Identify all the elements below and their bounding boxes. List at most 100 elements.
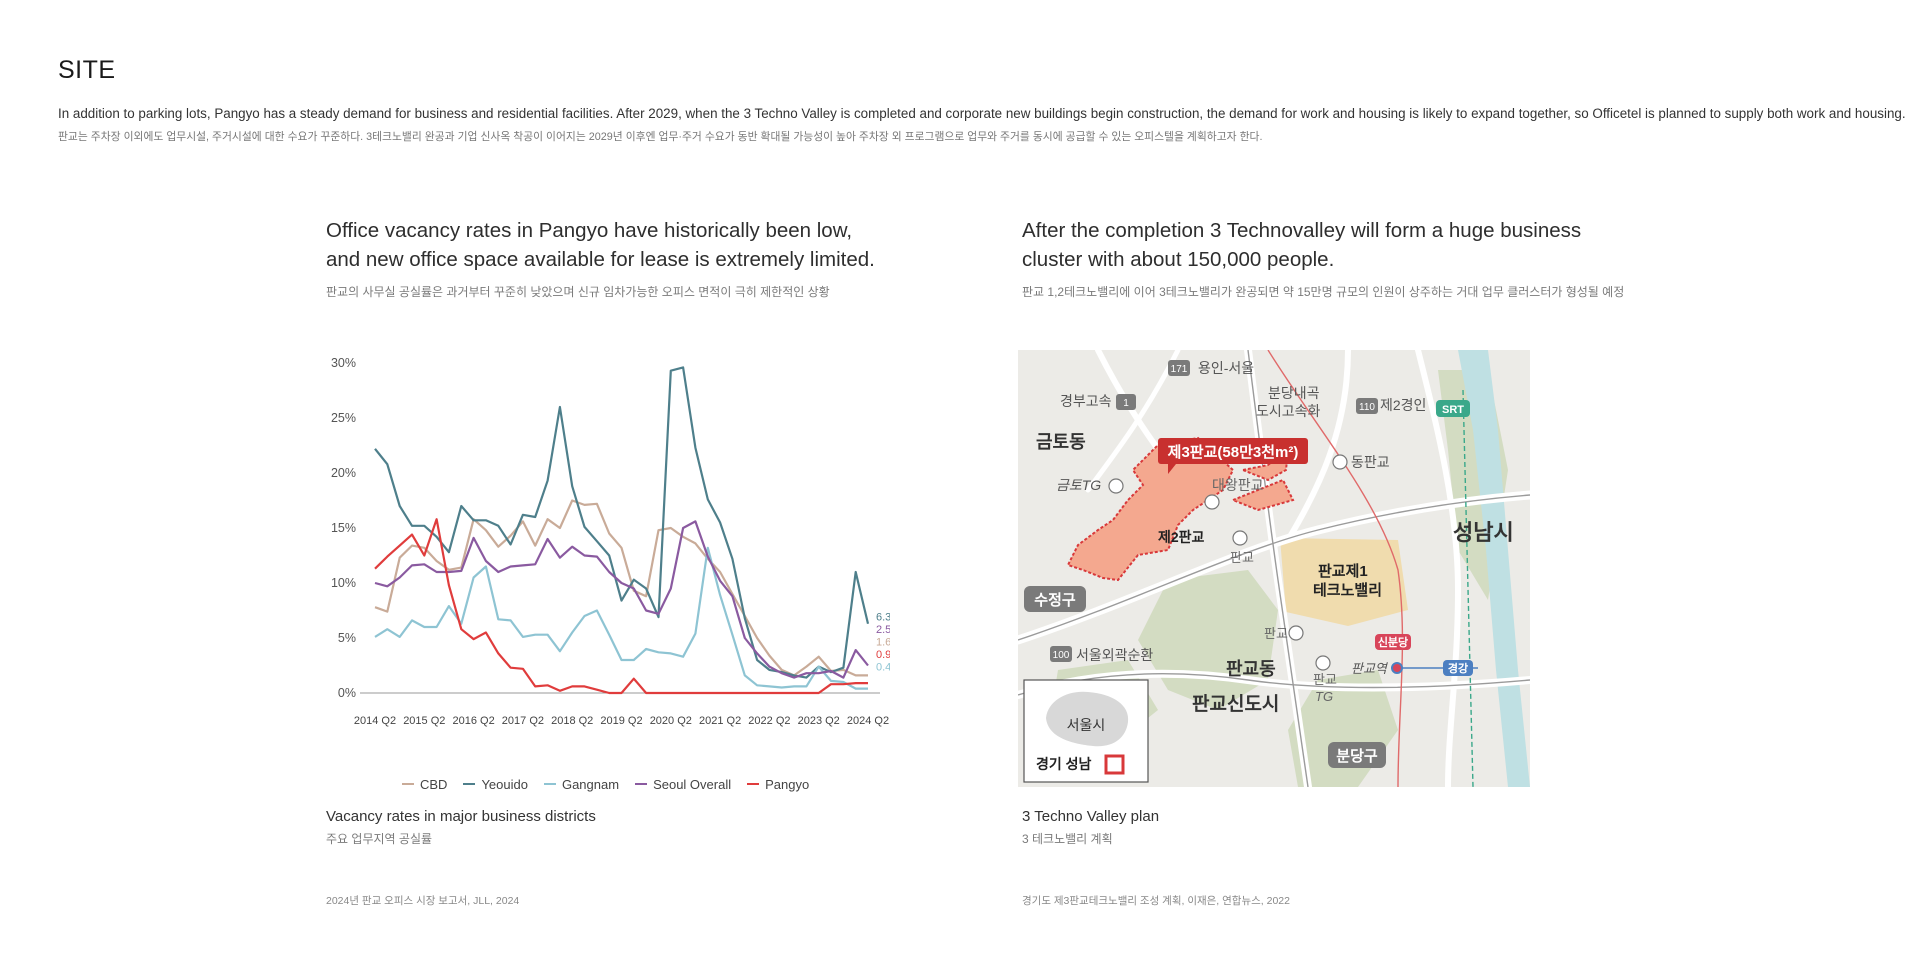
sujeong-gu-badge [1024, 586, 1086, 612]
vacancy-rate-chart: 0% 5% 10% 15% 20% 25% 30% 2014 Q2 2015 Q2 2016 Q… [331, 356, 890, 727]
right-source: 경기도 제3판교테크노밸리 조성 계획, 이재은, 연합뉴스, 2022 [1022, 895, 1290, 907]
map-label-inset-gyeonggi: 경기 성남 [1036, 756, 1092, 772]
map-label-pangyo-newtown: 판교신도시 [1192, 693, 1279, 715]
x-tick-label: 2023 Q2 [798, 715, 840, 727]
route-171-badge [1168, 360, 1190, 376]
legend-item: CBD [402, 777, 447, 792]
map-inset: 서울시 경기 성남 [1023, 679, 1149, 783]
y-tick-label: 10% [331, 576, 356, 590]
map-label-pangyo-tg-2: TG [1315, 689, 1333, 704]
legend-item: Gangnam [543, 776, 620, 792]
map-label-geumto-dong: 금토동 [1036, 432, 1086, 452]
map-label-srt: SRT [1442, 404, 1464, 416]
y-axis-labels: 0% 5% 10% 15% 20% 25% 30% [331, 356, 356, 700]
map-label-seoul-outer: 서울외곽순환 [1076, 647, 1153, 663]
map-graphic: 용인-서울 171 경부고속 1 분당내곡 도시고속화 110 제2경인 SRT… [1018, 350, 1530, 787]
series-line-seoul-overall [374, 520, 869, 679]
x-axis-labels: 2014 Q2 2015 Q2 2016 Q2 2017 Q2 2018 Q2 2019 … [354, 715, 889, 727]
x-tick-label: 2018 Q2 [551, 715, 593, 727]
x-tick-label: 2020 Q2 [650, 715, 692, 727]
x-tick-label: 2014 Q2 [354, 715, 396, 727]
pangyo-tg-icon [1315, 655, 1331, 671]
map-label-route-100: 100 [1053, 650, 1070, 661]
left-source: 2024년 판교 오피스 시장 보고서, JLL, 2024 [326, 895, 520, 907]
map-label-pangyo-tv-1: 판교제1 [1318, 563, 1368, 580]
sinbundang-rail [1267, 350, 1404, 787]
srt-badge [1436, 400, 1470, 417]
right-heading-line-2: cluster with about 150,000 people. [1022, 248, 1335, 271]
map-label-route-171: 171 [1171, 364, 1188, 375]
end-value-label: 6.3% [876, 612, 890, 624]
pangyo-jc-icon [1232, 530, 1248, 546]
map-label-seongnam-si: 성남시 [1453, 520, 1514, 545]
section-title: SITE [58, 56, 116, 84]
srt-rail [1462, 389, 1474, 787]
end-value-label: 2.5% [876, 624, 890, 636]
legend-label: Yeouido [481, 776, 528, 792]
map-label-pangyo-tv-2: 테크노밸리 [1313, 582, 1382, 599]
y-tick-label: 5% [338, 631, 356, 645]
left-caption-korean: 주요 업무지역 공실률 [326, 832, 433, 846]
x-tick-label: 2022 Q2 [748, 715, 790, 727]
map-label-bundang-naegok-1: 분당내곡 [1268, 385, 1320, 401]
legend-swatch [463, 783, 476, 785]
x-tick-label: 2024 Q2 [847, 715, 889, 727]
pangyo-station-icon [1391, 662, 1403, 674]
map-label-pangyo-station: 판교역 [1351, 661, 1389, 676]
pangyo-ic-icon [1288, 625, 1304, 641]
map-label-bundang-gu: 분당구 [1336, 747, 1378, 765]
y-tick-label: 30% [331, 356, 356, 370]
left-panel-heading: Office vacancy rates in Pangyo have hist… [326, 216, 875, 274]
legend-swatch [543, 783, 556, 785]
legend-item: Seoul Overall [635, 777, 731, 792]
map-label-gyeongbu: 경부고속 [1060, 393, 1112, 409]
inset-location-marker [1104, 754, 1125, 775]
legend-label: CBD [420, 776, 448, 792]
map-label-yongin-seoul: 용인-서울 [1198, 360, 1254, 376]
legend-label: Gangnam [561, 776, 620, 792]
x-tick-label: 2019 Q2 [600, 715, 642, 727]
gyeonggang-badge [1443, 660, 1473, 676]
y-tick-label: 15% [331, 521, 356, 535]
intro-text-english: In addition to parking lots, Pangyo has … [58, 106, 1906, 121]
series-line-pangyo [374, 518, 868, 695]
series-line-cbd [374, 499, 868, 677]
map-label-inset-seoul: 서울시 [1067, 717, 1106, 733]
third-pangyo-label-bg [1158, 438, 1308, 464]
end-value-label: 0.9% [876, 649, 890, 661]
map-label-pangyo-small: 판교 [1230, 550, 1254, 565]
right-panel-subheading: 판교 1,2테크노밸리에 이어 3테크노밸리가 완공되면 약 15만명 규모의 … [1022, 285, 1625, 299]
map-label-second-pangyo: 제2판교 [1158, 529, 1205, 545]
x-tick-label: 2017 Q2 [502, 715, 544, 727]
intro-text-korean: 판교는 주차장 이외에도 업무시설, 주거시설에 대한 수요가 꾸준하다. 3테… [58, 131, 1263, 143]
third-pangyo-label-pointer [1168, 464, 1176, 474]
legend-swatch [635, 783, 648, 785]
map-label-gyeonggang: 경강 [1448, 661, 1468, 675]
map-label-pangyo-ic: 판교 [1264, 626, 1288, 641]
series-lines [374, 366, 870, 695]
left-heading-line-1: Office vacancy rates in Pangyo have hist… [326, 219, 853, 242]
chart-legend: CBD Yeouido Gangnam Seoul Overall Pangyo [402, 772, 825, 792]
legend-label: Seoul Overall [653, 776, 732, 792]
map-label-daewang-pangyo: 대왕판교 [1212, 477, 1264, 493]
map-label-route-110: 110 [1359, 402, 1375, 413]
y-tick-label: 25% [331, 411, 356, 425]
right-caption-korean: 3 테크노밸리 계획 [1022, 832, 1113, 846]
y-tick-label: 0% [338, 686, 356, 700]
daewang-ic-icon [1204, 494, 1220, 510]
end-value-labels: 6.3%2.5%1.6%0.9%0.4% [876, 612, 890, 674]
x-tick-label: 2021 Q2 [699, 715, 741, 727]
end-value-label: 1.6% [876, 637, 890, 649]
left-heading-line-2: and new office space available for lease… [326, 248, 875, 271]
route-110-badge [1356, 398, 1378, 414]
map-label-sujeong-gu: 수정구 [1034, 591, 1076, 609]
right-heading-line-1: After the completion 3 Technovalley will… [1022, 219, 1582, 242]
map-label-dongpangyo: 동판교 [1351, 454, 1390, 470]
dongpangyo-ic-icon [1332, 454, 1348, 470]
techno-valley-map: 용인-서울 171 경부고속 1 분당내곡 도시고속화 110 제2경인 SRT… [1018, 350, 1530, 787]
y-tick-label: 20% [331, 466, 356, 480]
left-caption: Vacancy rates in major business district… [326, 808, 596, 825]
right-panel-heading: After the completion 3 Technovalley will… [1022, 216, 1581, 274]
end-value-label: 0.4% [876, 662, 890, 674]
map-label-pangyo-tg-1: 판교 [1313, 672, 1337, 687]
